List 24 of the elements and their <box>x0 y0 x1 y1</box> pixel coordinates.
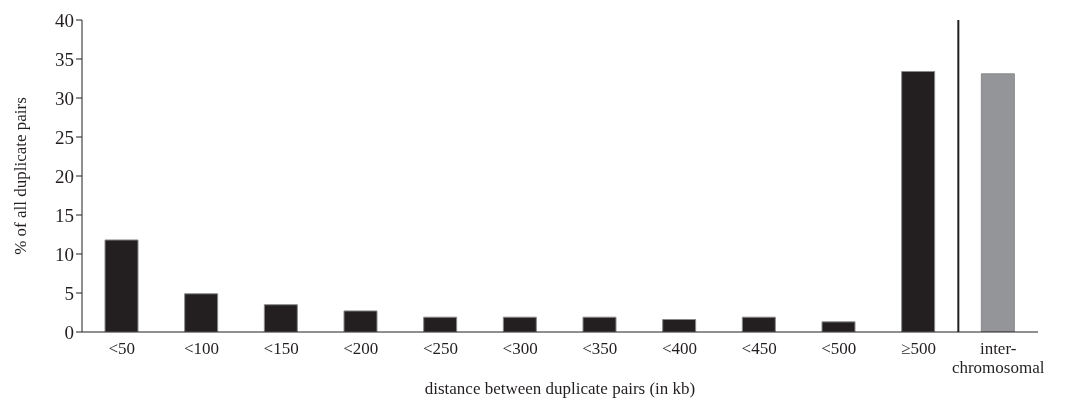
x-tick-label: <50 <box>108 339 136 358</box>
bar <box>980 73 1015 332</box>
x-tick-label: <300 <box>502 339 538 358</box>
x-tick-label: ≥500 <box>901 339 936 358</box>
y-tick-label: 40 <box>55 9 74 31</box>
y-tick-label: 15 <box>55 204 74 226</box>
y-tick-label: 5 <box>64 282 74 304</box>
x-axis-title: distance between duplicate pairs (in kb) <box>424 379 696 398</box>
y-tick-label: 25 <box>55 126 74 148</box>
x-tick-label: <400 <box>661 339 698 358</box>
x-tick-label: <200 <box>343 339 379 358</box>
x-tick-label: <500 <box>821 339 857 358</box>
y-axis-title: % of all duplicate pairs <box>11 97 31 255</box>
y-tick-label: 0 <box>64 321 74 343</box>
x-tick-label: <100 <box>183 339 220 358</box>
y-tick-label: 20 <box>55 165 74 187</box>
y-tick-label: 35 <box>55 48 74 70</box>
x-tick-label: <250 <box>422 339 459 358</box>
y-tick-label: 10 <box>55 243 74 265</box>
y-tick-label: 30 <box>55 87 74 109</box>
x-tick-label: <450 <box>741 339 777 358</box>
x-tick-label: <350 <box>582 339 618 358</box>
x-tick-label: inter-chromosomal <box>951 339 1045 377</box>
x-tick-label: <150 <box>263 339 299 358</box>
